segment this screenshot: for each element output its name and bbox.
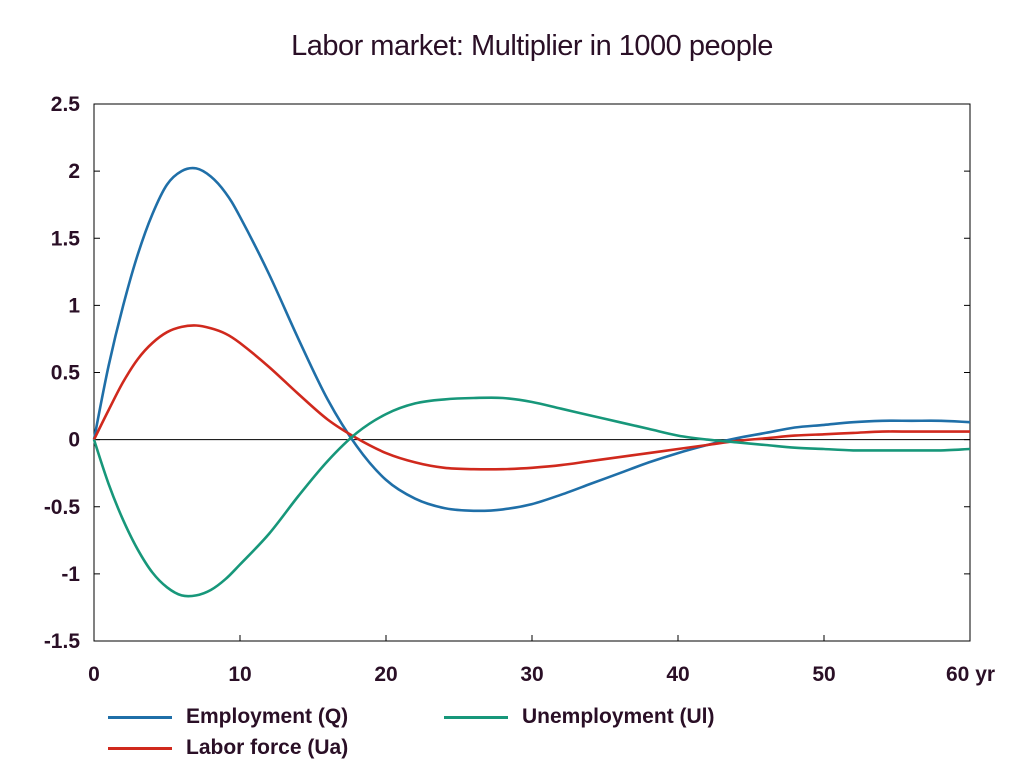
- legend-label-unemployment: Unemployment (Ul): [522, 705, 715, 728]
- legend-item-employment: Employment (Q): [108, 705, 348, 729]
- x-tick-label: 60 yr: [946, 663, 995, 686]
- legend-item-unemployment: Unemployment (Ul): [444, 705, 715, 729]
- x-tick-label: 10: [228, 663, 251, 686]
- legend-item-labor-force: Labor force (Ua): [108, 736, 348, 760]
- x-tick-label: 50: [812, 663, 835, 686]
- y-tick-label: 2: [68, 160, 80, 183]
- y-tick-label: 0.5: [51, 362, 81, 385]
- y-tick-label: 2.5: [51, 93, 81, 116]
- plot-frame: [93, 103, 971, 642]
- legend-label-employment: Employment (Q): [186, 705, 349, 728]
- x-tick-label: 40: [666, 663, 689, 686]
- series-line-labor-force: [92, 324, 970, 471]
- legend-swatch-unemployment: [444, 715, 508, 719]
- y-tick-label: 1.5: [51, 227, 81, 250]
- series-line-unemployment: [92, 396, 971, 598]
- x-tick-label: 20: [374, 663, 397, 686]
- x-tick-label: 0: [88, 663, 100, 686]
- y-tick-label: -0.5: [44, 496, 81, 519]
- legend-swatch-employment: [108, 715, 172, 719]
- legend-label-labor-force: Labor force (Ua): [186, 736, 349, 759]
- y-tick-label: -1: [61, 563, 80, 586]
- legend-swatch-labor-force: [108, 746, 172, 750]
- y-tick-label: -1.5: [44, 630, 81, 653]
- series-line-employment: [92, 166, 971, 513]
- series-lines: [92, 166, 971, 598]
- y-tick-label: 0: [68, 429, 80, 452]
- y-tick-label: 1: [68, 294, 80, 317]
- axes: 2.5 2 1.5 1 0.5 0 -0.5 -1 -1.5 0 10 20 30 40 50 60 yr: [44, 93, 995, 686]
- x-tick-label: 30: [520, 663, 543, 686]
- chart-title: Labor market: Multiplier in 1000 people: [291, 30, 773, 62]
